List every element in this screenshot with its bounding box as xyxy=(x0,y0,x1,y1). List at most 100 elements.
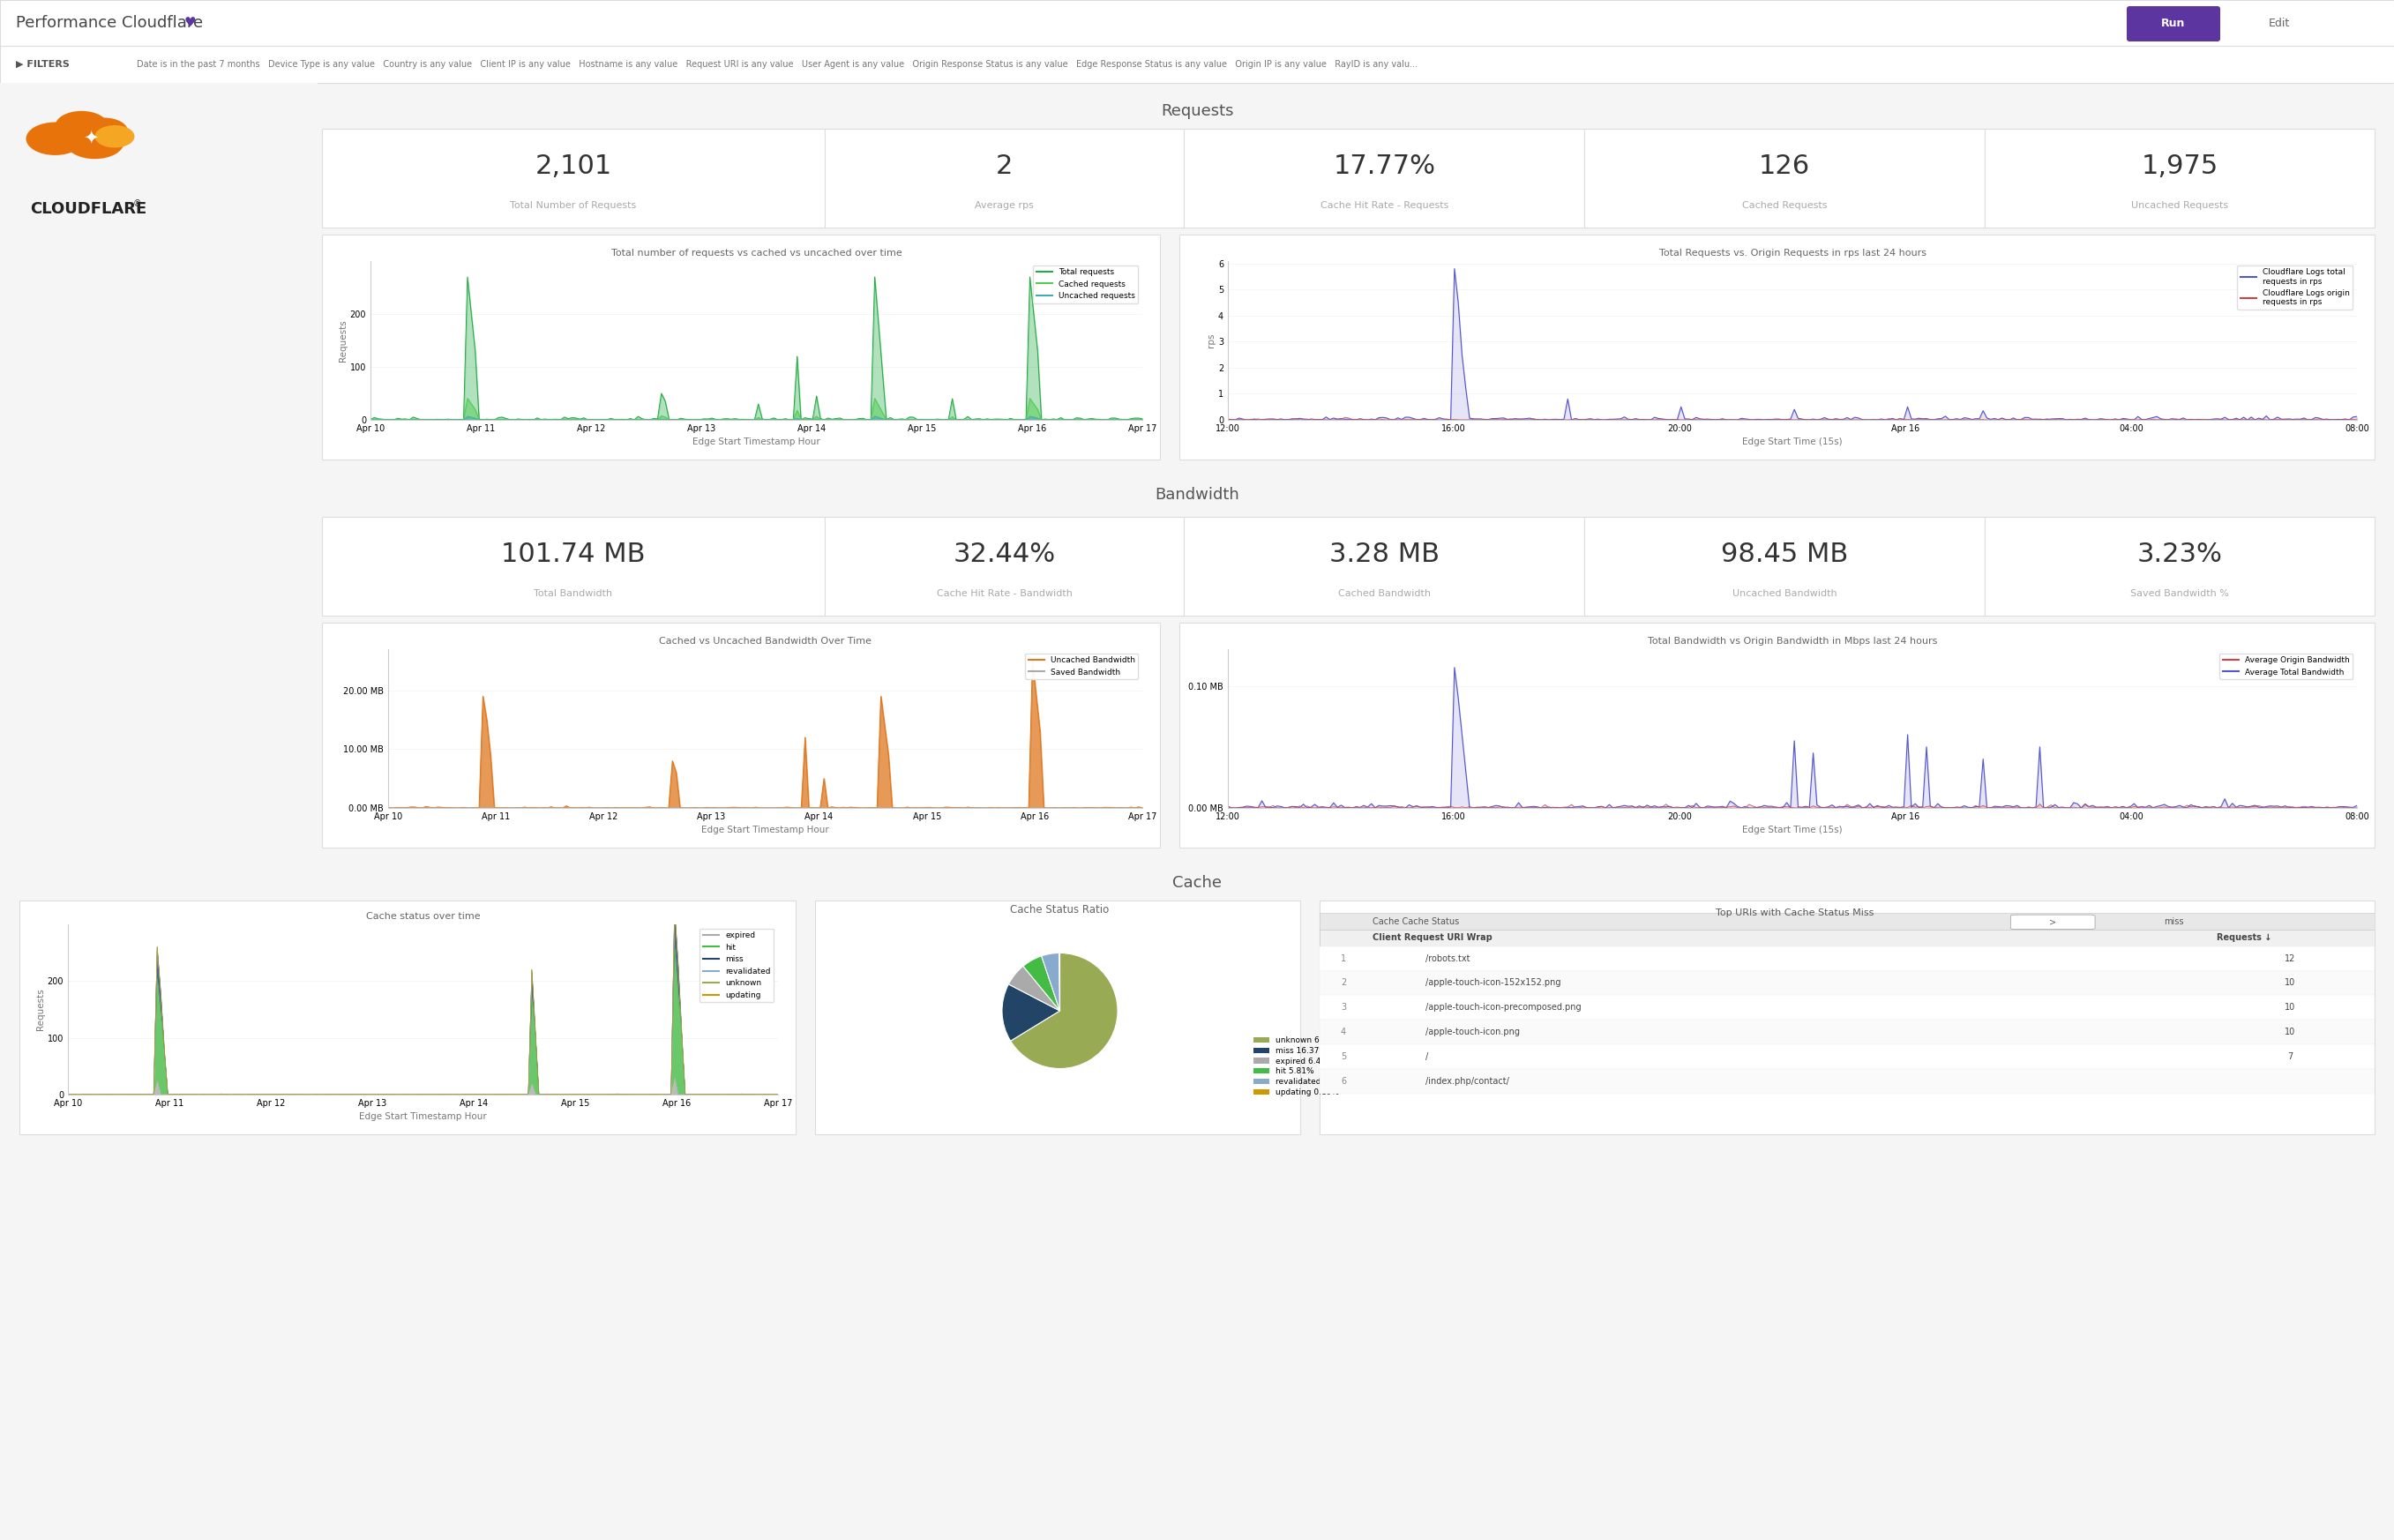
Text: 4: 4 xyxy=(1341,1027,1345,1036)
Text: /apple-touch-icon-precomposed.png: /apple-touch-icon-precomposed.png xyxy=(1424,1003,1580,1012)
Bar xyxy=(1585,129,1985,228)
Text: Uncached Bandwidth: Uncached Bandwidth xyxy=(1733,590,1836,599)
Text: /apple-touch-icon-152x152.png: /apple-touch-icon-152x152.png xyxy=(1424,978,1561,987)
Bar xyxy=(1319,1069,2375,1093)
Text: 101.74 MB: 101.74 MB xyxy=(500,542,646,567)
Circle shape xyxy=(65,126,124,159)
Bar xyxy=(1319,930,2375,946)
Wedge shape xyxy=(1003,984,1061,1041)
Title: Total Bandwidth vs Origin Bandwidth in Mbps last 24 hours: Total Bandwidth vs Origin Bandwidth in M… xyxy=(1647,638,1937,645)
Bar xyxy=(321,517,826,616)
Circle shape xyxy=(96,125,134,148)
Text: 10: 10 xyxy=(2284,1027,2296,1036)
Bar xyxy=(321,622,1161,847)
Bar xyxy=(826,129,1185,228)
Text: 32.44%: 32.44% xyxy=(953,542,1056,567)
Bar xyxy=(0,0,2394,46)
Bar xyxy=(826,517,1185,616)
Bar xyxy=(1180,622,2375,847)
Text: Top URIs with Cache Status Miss: Top URIs with Cache Status Miss xyxy=(1714,909,1875,918)
Text: Client Request URI Wrap: Client Request URI Wrap xyxy=(1372,933,1491,942)
Text: 7: 7 xyxy=(2286,1052,2293,1061)
Bar xyxy=(1319,995,2375,1019)
Text: 2,101: 2,101 xyxy=(534,154,613,179)
Text: Run: Run xyxy=(2162,18,2186,29)
Bar xyxy=(1319,946,2375,970)
Legend: Cloudflare Logs total
requests in rps, Cloudflare Logs origin
requests in rps: Cloudflare Logs total requests in rps, C… xyxy=(2236,265,2353,310)
X-axis label: Edge Start Time (15s): Edge Start Time (15s) xyxy=(1743,825,1843,835)
Text: 2: 2 xyxy=(1341,978,1345,987)
Text: 5: 5 xyxy=(1341,1052,1345,1061)
Title: Cache status over time: Cache status over time xyxy=(366,912,481,921)
Text: Total Number of Requests: Total Number of Requests xyxy=(510,202,637,211)
Text: /index.php/contact/: /index.php/contact/ xyxy=(1424,1076,1508,1086)
Wedge shape xyxy=(1041,953,1061,1010)
Bar xyxy=(1585,517,1985,616)
Text: Total Bandwidth: Total Bandwidth xyxy=(534,590,613,599)
Bar xyxy=(1319,970,2375,995)
Bar xyxy=(0,46,2394,83)
X-axis label: Edge Start Time (15s): Edge Start Time (15s) xyxy=(1743,437,1843,447)
Title: Cached vs Uncached Bandwidth Over Time: Cached vs Uncached Bandwidth Over Time xyxy=(658,638,871,645)
Text: Cache Hit Rate - Requests: Cache Hit Rate - Requests xyxy=(1319,202,1448,211)
Text: 3.28 MB: 3.28 MB xyxy=(1329,542,1439,567)
Legend: Average Origin Bandwidth, Average Total Bandwidth: Average Origin Bandwidth, Average Total … xyxy=(2219,653,2353,679)
Title: Total number of requests vs cached vs uncached over time: Total number of requests vs cached vs un… xyxy=(610,249,903,257)
Text: 6: 6 xyxy=(1341,1076,1345,1086)
Bar xyxy=(1180,234,2375,459)
Legend: Uncached Bandwidth, Saved Bandwidth: Uncached Bandwidth, Saved Bandwidth xyxy=(1025,653,1137,679)
Y-axis label: Requests: Requests xyxy=(36,989,45,1030)
FancyBboxPatch shape xyxy=(2126,6,2219,42)
Text: ▶ FILTERS: ▶ FILTERS xyxy=(17,60,69,69)
Wedge shape xyxy=(1010,953,1118,1069)
Text: 126: 126 xyxy=(1760,154,1810,179)
Text: Average rps: Average rps xyxy=(974,202,1034,211)
Bar xyxy=(321,129,826,228)
Bar xyxy=(1185,129,1585,228)
Bar xyxy=(1319,1019,2375,1044)
Text: >: > xyxy=(2049,918,2056,927)
Bar xyxy=(19,901,795,1135)
Text: /robots.txt: /robots.txt xyxy=(1424,953,1470,962)
Legend: Total requests, Cached requests, Uncached requests: Total requests, Cached requests, Uncache… xyxy=(1034,265,1137,303)
Text: 98.45 MB: 98.45 MB xyxy=(1721,542,1848,567)
Bar xyxy=(1985,517,2375,616)
Text: Edit: Edit xyxy=(2270,18,2291,29)
Bar xyxy=(0,83,318,228)
Text: 12: 12 xyxy=(2284,953,2296,962)
Legend: unknown 66.25%, miss 16.37%, expired 6.43%, hit 5.81%, revalidated 4.95%, updati: unknown 66.25%, miss 16.37%, expired 6.4… xyxy=(1250,1033,1353,1100)
Bar xyxy=(321,234,1161,459)
Text: 1,975: 1,975 xyxy=(2140,154,2219,179)
Text: Cache Hit Rate - Bandwidth: Cache Hit Rate - Bandwidth xyxy=(936,590,1073,599)
Y-axis label: rps: rps xyxy=(1207,333,1216,348)
Text: ✦: ✦ xyxy=(84,129,98,148)
Bar xyxy=(1985,129,2375,228)
Text: Requests: Requests xyxy=(1161,103,1233,119)
Title: Cache Status Ratio: Cache Status Ratio xyxy=(1010,904,1108,916)
Text: Cache: Cache xyxy=(1173,875,1221,890)
Text: 17.77%: 17.77% xyxy=(1333,154,1436,179)
Text: 2: 2 xyxy=(996,154,1013,179)
Text: Bandwidth: Bandwidth xyxy=(1154,487,1240,502)
Text: 3: 3 xyxy=(1341,1003,1345,1012)
Bar xyxy=(814,901,1300,1135)
Wedge shape xyxy=(1008,966,1061,1010)
Text: /apple-touch-icon.png: /apple-touch-icon.png xyxy=(1424,1027,1520,1036)
Text: ®: ® xyxy=(132,199,141,208)
Bar xyxy=(1185,517,1585,616)
Text: Date is in the past 7 months   Device Type is any value   Country is any value  : Date is in the past 7 months Device Type… xyxy=(136,60,1417,69)
Text: Requests ↓: Requests ↓ xyxy=(2217,933,2272,942)
Text: ♥: ♥ xyxy=(184,17,196,29)
FancyBboxPatch shape xyxy=(2011,915,2095,929)
Circle shape xyxy=(55,111,108,142)
Circle shape xyxy=(26,122,84,156)
Text: Cache Cache Status: Cache Cache Status xyxy=(1372,916,1458,926)
Title: Total Requests vs. Origin Requests in rps last 24 hours: Total Requests vs. Origin Requests in rp… xyxy=(1659,249,1927,257)
X-axis label: Edge Start Timestamp Hour: Edge Start Timestamp Hour xyxy=(701,825,828,835)
Text: CLOUDFLARE: CLOUDFLARE xyxy=(29,202,146,217)
Text: 10: 10 xyxy=(2284,1003,2296,1012)
X-axis label: Edge Start Timestamp Hour: Edge Start Timestamp Hour xyxy=(692,437,821,447)
Bar xyxy=(1319,913,2375,930)
Wedge shape xyxy=(1022,956,1061,1010)
Text: Cached Bandwidth: Cached Bandwidth xyxy=(1338,590,1432,599)
